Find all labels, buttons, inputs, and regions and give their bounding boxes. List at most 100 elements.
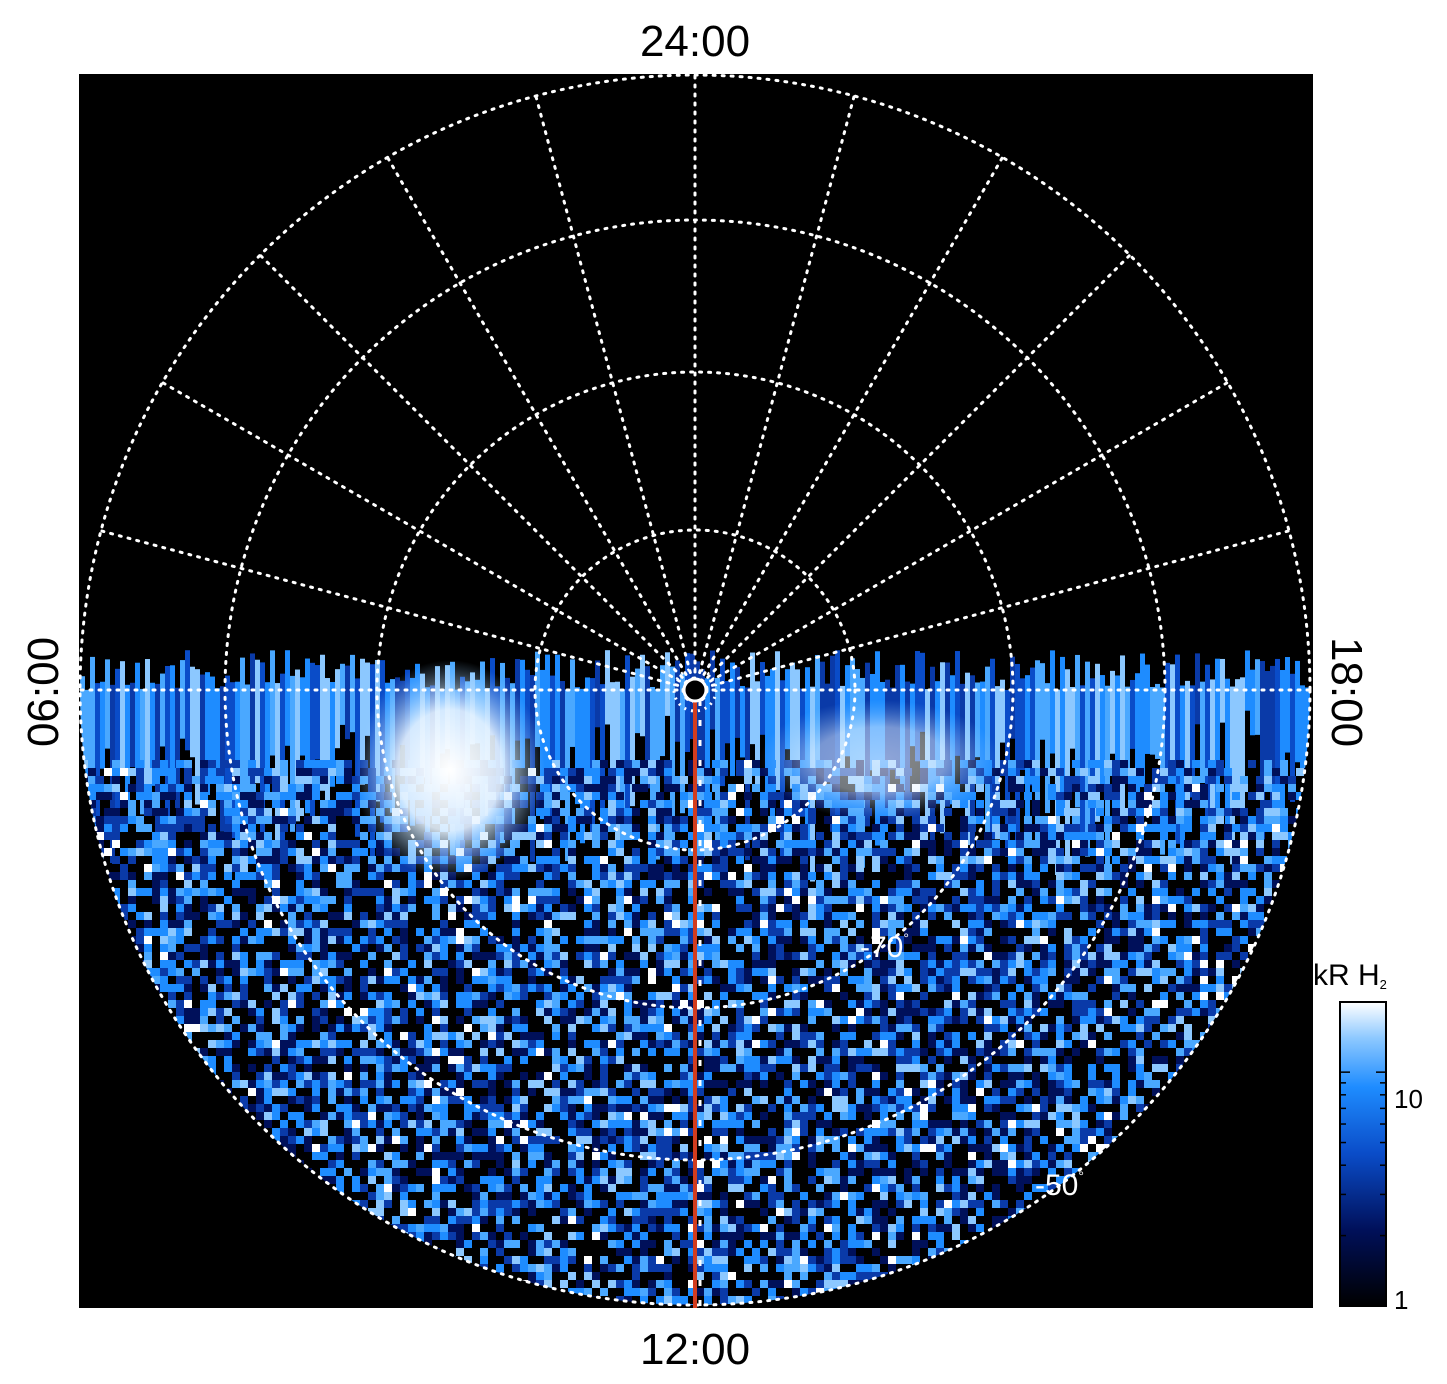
emission-pixel <box>584 896 592 904</box>
emission-pixel <box>576 1120 584 1128</box>
emission-pixel <box>880 824 888 832</box>
emission-pixel <box>856 1008 864 1016</box>
emission-pixel <box>1184 768 1192 776</box>
emission-pixel <box>856 1016 864 1024</box>
emission-pixel <box>360 912 368 920</box>
emission-pixel <box>152 832 160 840</box>
emission-pixel <box>1104 944 1112 952</box>
emission-pixel <box>432 968 440 976</box>
emission-pixel <box>272 992 280 1000</box>
emission-pixel <box>248 808 256 816</box>
emission-pixel <box>880 968 888 976</box>
emission-pixel <box>1136 1072 1144 1080</box>
emission-pixel <box>1224 992 1232 1000</box>
emission-pixel <box>816 1056 824 1064</box>
emission-pixel <box>512 856 520 864</box>
emission-pixel <box>496 1136 504 1144</box>
emission-pixel <box>984 840 992 848</box>
emission-pixel <box>1096 888 1104 896</box>
emission-pixel <box>728 816 736 824</box>
emission-pixel <box>672 1104 680 1112</box>
emission-pixel <box>760 928 768 936</box>
emission-pixel <box>840 1016 848 1024</box>
emission-pixel <box>288 1096 296 1104</box>
emission-pixel <box>1224 984 1232 992</box>
emission-pixel <box>712 904 720 912</box>
emission-pixel <box>928 1080 936 1088</box>
emission-pixel <box>760 848 768 856</box>
emission-pixel <box>832 1080 840 1088</box>
emission-pixel <box>280 816 288 824</box>
emission-pixel <box>568 1064 576 1072</box>
emission-pixel <box>432 936 440 944</box>
emission-pixel <box>88 768 96 776</box>
emission-pixel <box>280 1000 288 1008</box>
emission-pixel <box>1216 816 1224 824</box>
emission-pixel <box>1184 1024 1192 1032</box>
emission-pixel <box>664 776 672 784</box>
emission-pixel <box>480 1024 488 1032</box>
emission-pixel <box>680 1016 688 1024</box>
emission-pixel <box>648 864 656 872</box>
emission-pixel <box>440 984 448 992</box>
emission-pixel <box>344 1104 352 1112</box>
emission-pixel <box>456 1000 464 1008</box>
emission-pixel <box>664 816 672 824</box>
emission-pixel <box>688 768 696 776</box>
emission-pixel <box>1264 888 1272 896</box>
emission-pixel <box>472 976 480 984</box>
emission-pixel <box>984 832 992 840</box>
emission-pixel <box>592 1008 600 1016</box>
emission-pixel <box>648 1104 656 1112</box>
emission-pixel <box>1048 952 1056 960</box>
emission-pixel <box>352 784 360 792</box>
emission-pixel <box>728 960 736 968</box>
emission-pixel <box>1056 880 1064 888</box>
emission-pixel <box>352 856 360 864</box>
emission-pixel <box>736 1016 744 1024</box>
emission-pixel <box>704 1016 712 1024</box>
emission-pixel <box>360 1048 368 1056</box>
emission-pixel <box>472 992 480 1000</box>
emission-pixel <box>624 1000 632 1008</box>
emission-pixel <box>1248 928 1256 936</box>
emission-pixel <box>320 856 328 864</box>
emission-pixel <box>712 840 720 848</box>
emission-pixel <box>160 856 168 864</box>
emission-pixel <box>848 1104 856 1112</box>
emission-pixel <box>576 1088 584 1096</box>
emission-pixel <box>528 960 536 968</box>
emission-pixel <box>584 960 592 968</box>
emission-pixel <box>936 976 944 984</box>
emission-pixel <box>944 1048 952 1056</box>
emission-pixel <box>544 816 552 824</box>
emission-pixel <box>408 1120 416 1128</box>
emission-pixel <box>608 1016 616 1024</box>
emission-pixel <box>152 928 160 936</box>
emission-pixel <box>600 1120 608 1128</box>
emission-pixel <box>1280 776 1288 784</box>
emission-pixel <box>1024 1016 1032 1024</box>
emission-pixel <box>104 832 112 840</box>
emission-streak <box>685 653 690 752</box>
emission-pixel <box>248 1048 256 1056</box>
emission-pixel <box>232 1016 240 1024</box>
emission-pixel <box>728 1112 736 1120</box>
emission-pixel <box>960 1136 968 1144</box>
emission-pixel <box>424 1024 432 1032</box>
emission-pixel <box>896 1104 904 1112</box>
emission-pixel <box>472 1112 480 1120</box>
emission-pixel <box>1184 1048 1192 1056</box>
emission-pixel <box>560 992 568 1000</box>
emission-pixel <box>584 1072 592 1080</box>
emission-pixel <box>472 872 480 880</box>
emission-pixel <box>248 1104 256 1112</box>
emission-pixel <box>488 968 496 976</box>
emission-pixel <box>560 824 568 832</box>
emission-pixel <box>848 1056 856 1064</box>
emission-pixel <box>648 1024 656 1032</box>
emission-pixel <box>184 840 192 848</box>
emission-pixel <box>680 800 688 808</box>
emission-pixel <box>632 1032 640 1040</box>
emission-pixel <box>1048 1096 1056 1104</box>
